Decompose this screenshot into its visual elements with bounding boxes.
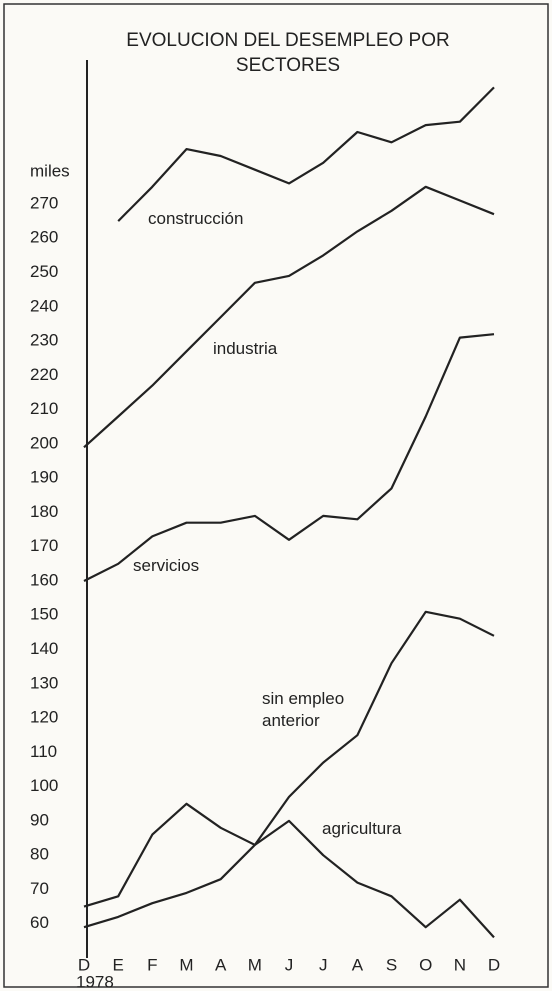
y-tick-label: 90	[30, 810, 49, 829]
y-tick-label: 170	[30, 536, 58, 555]
y-tick-label: 200	[30, 433, 58, 452]
x-tick-label: M	[179, 955, 193, 974]
y-tick-label: 190	[30, 468, 58, 487]
x-note: 1978	[76, 972, 114, 991]
x-tick-label: D	[78, 955, 90, 974]
y-tick-label: 230	[30, 331, 58, 350]
series-line	[83, 333, 495, 582]
y-tick-label: 100	[30, 776, 58, 795]
x-tick-label: A	[215, 955, 227, 974]
y-axis-label: miles	[30, 161, 70, 180]
x-tick-label: J	[285, 955, 294, 974]
y-tick-label: 180	[30, 502, 58, 521]
y-tick-label: 150	[30, 605, 58, 624]
chart-title: EVOLUCION DEL DESEMPLEO POR SECTORES	[126, 30, 450, 76]
y-tick-label: 140	[30, 639, 58, 658]
series-label: sin empleo anterior	[262, 689, 345, 730]
series-label: agricultura	[322, 819, 402, 838]
series-line	[117, 86, 495, 222]
x-tick-label: S	[386, 955, 397, 974]
y-tick-label: 120	[30, 708, 58, 727]
y-tick-label: 270	[30, 193, 58, 212]
series-line	[83, 610, 495, 929]
y-tick-label: 240	[30, 296, 58, 315]
x-tick-label: O	[419, 955, 432, 974]
y-tick-label: 220	[30, 365, 58, 384]
y-tick-label: 70	[30, 879, 49, 898]
x-tick-label: M	[248, 955, 262, 974]
series-label: industria	[213, 339, 278, 358]
y-tick-label: 260	[30, 228, 58, 247]
x-tick-label: D	[488, 955, 500, 974]
series-line	[83, 185, 495, 449]
y-tick-label: 130	[30, 673, 58, 692]
x-tick-label: A	[352, 955, 364, 974]
x-tick-label: J	[319, 955, 328, 974]
y-tick-label: 160	[30, 570, 58, 589]
series-label: servicios	[133, 556, 200, 575]
y-tick-label: 60	[30, 913, 49, 932]
x-tick-label: N	[454, 955, 466, 974]
frame	[3, 3, 549, 988]
y-tick-label: 250	[30, 262, 58, 281]
y-tick-label: 210	[30, 399, 58, 418]
y-tick-label: 110	[30, 742, 57, 761]
y-tick-label: 80	[30, 845, 49, 864]
x-tick-label: F	[147, 955, 157, 974]
x-tick-label: E	[112, 955, 123, 974]
series-label: construcción	[148, 209, 244, 228]
series-line	[83, 802, 495, 939]
